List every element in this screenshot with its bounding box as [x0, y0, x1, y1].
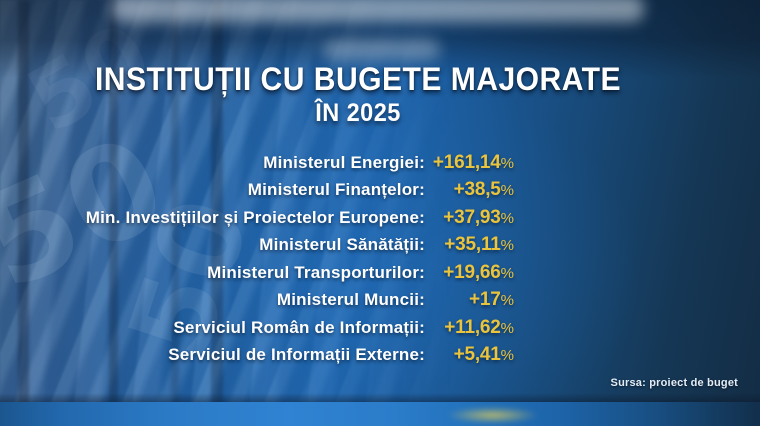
title-block: INSTITUȚII CU BUGETE MAJORATE ÎN 2025	[0, 60, 716, 127]
blurred-ghost-title	[112, 0, 644, 22]
list-row: Ministerul Energiei: +161,14%	[0, 149, 514, 177]
percent-sign: %	[500, 209, 514, 227]
institution-label: Serviciul Român de Informații:	[173, 317, 425, 337]
value-percent: +11,62%	[430, 317, 514, 339]
percent-sign: %	[500, 292, 514, 310]
window-stripe	[171, 0, 179, 426]
lower-third-strip	[0, 402, 760, 426]
value-number: +161,14	[432, 151, 501, 173]
institution-label: Ministerul Muncii:	[276, 290, 425, 310]
headline: INSTITUȚII CU BUGETE MAJORATE	[94, 61, 622, 97]
value-percent: +19,66%	[430, 262, 514, 284]
percent-sign: %	[500, 182, 514, 200]
blurred-ghost-subtitle	[322, 39, 440, 60]
percent-sign: %	[500, 319, 514, 337]
list-row: Ministerul Finanțelor: +38,5%	[0, 177, 514, 205]
value-number: +11,62	[444, 316, 501, 338]
list-row: Serviciul de Informații Externe: +5,41%	[0, 342, 514, 370]
value-percent: +161,14%	[430, 152, 514, 174]
bottom-seam-shadow	[0, 393, 760, 402]
institution-label: Min. Investițiilor și Proiectelor Europe…	[85, 207, 425, 227]
percent-sign: %	[500, 237, 514, 255]
percent-sign: %	[500, 154, 514, 172]
institution-label: Ministerul Sănătății:	[259, 235, 425, 255]
value-number: +35,11	[444, 234, 501, 256]
window-stripe	[18, 0, 29, 426]
window-stripe	[109, 0, 118, 426]
list-row: Serviciul Român de Informații: +11,62%	[0, 314, 514, 342]
value-number: +19,66	[443, 261, 501, 283]
value-percent: +35,11%	[430, 234, 514, 256]
institution-label: Serviciul de Informații Externe:	[168, 345, 425, 365]
value-percent: +38,5%	[430, 179, 514, 201]
list-row: Ministerul Sănătății: +35,11%	[0, 232, 514, 260]
window-stripe	[211, 0, 223, 426]
institution-label: Ministerul Transporturilor:	[207, 262, 425, 282]
value-number: +17	[469, 289, 501, 311]
source-credit: Sursa: proiect de buget	[610, 377, 738, 389]
value-percent: +5,41%	[430, 344, 514, 366]
value-number: +38,5	[453, 179, 501, 201]
percent-sign: %	[500, 264, 514, 282]
value-percent: +17%	[430, 289, 514, 311]
institution-label: Ministerul Finanțelor:	[247, 180, 425, 200]
value-number: +5,41	[453, 344, 501, 366]
list-row: Ministerul Muncii: +17%	[0, 287, 514, 315]
list-row: Min. Investițiilor și Proiectelor Europe…	[0, 204, 514, 232]
value-percent: +37,93%	[430, 207, 514, 229]
institution-label: Ministerul Energiei:	[263, 152, 425, 172]
list-row: Ministerul Transporturilor: +19,66%	[0, 259, 514, 287]
budget-list: Ministerul Energiei: +161,14% Ministerul…	[0, 149, 514, 369]
subheadline: ÎN 2025	[315, 99, 401, 127]
lower-third-yellow-glow	[425, 402, 560, 426]
percent-sign: %	[500, 347, 514, 365]
value-number: +37,93	[443, 206, 501, 228]
